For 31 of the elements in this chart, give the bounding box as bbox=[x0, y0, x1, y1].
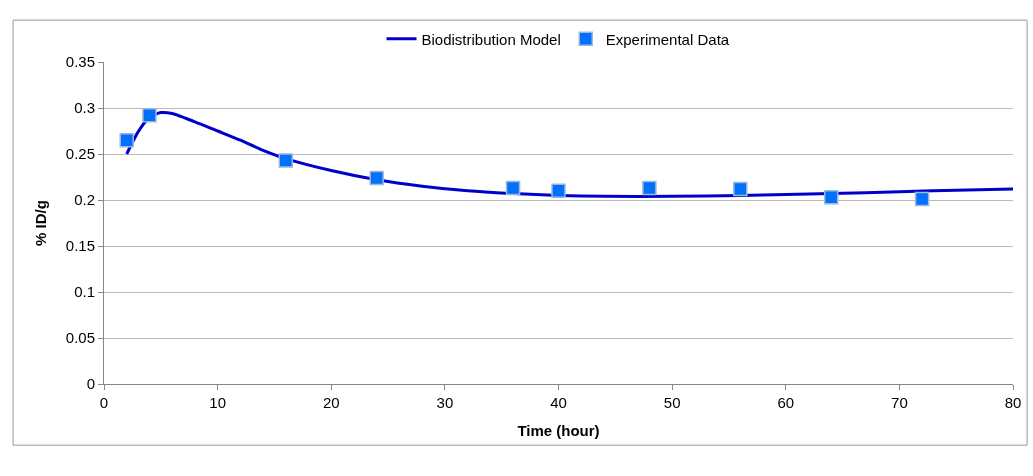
x-axis-title: Time (hour) bbox=[517, 422, 600, 439]
y-tick-label: 0.3 bbox=[74, 99, 95, 117]
point bbox=[119, 132, 134, 148]
x-tick-label: 10 bbox=[209, 394, 226, 411]
point bbox=[278, 153, 294, 168]
y-tick-label: 0.35 bbox=[65, 53, 95, 71]
point bbox=[505, 180, 521, 196]
point bbox=[823, 189, 839, 205]
x-tick-label: 70 bbox=[891, 394, 908, 411]
y-tick-label: 0.2 bbox=[74, 191, 95, 209]
x-tick-label: 0 bbox=[99, 394, 109, 411]
x-tick-label: 30 bbox=[436, 394, 454, 411]
point bbox=[551, 183, 566, 199]
x-tick-label: 50 bbox=[663, 394, 681, 411]
x-tick-label: 40 bbox=[550, 394, 567, 411]
x-tick-label: 60 bbox=[777, 394, 795, 411]
point bbox=[142, 108, 157, 123]
legend-label: Biodistribution Model bbox=[421, 30, 561, 48]
point bbox=[733, 181, 748, 197]
x-tick-label: 20 bbox=[322, 394, 340, 411]
legend-label: Experimental Data bbox=[605, 30, 730, 48]
y-tick-label: 0.1 bbox=[74, 283, 95, 301]
point bbox=[914, 191, 930, 207]
x-tick-label: 80 bbox=[1004, 394, 1022, 411]
y-tick-label: 0.15 bbox=[65, 237, 95, 255]
point bbox=[369, 170, 384, 186]
point bbox=[642, 180, 657, 196]
y-tick-label: 0.25 bbox=[65, 145, 95, 163]
y-tick-label: 0 bbox=[86, 375, 95, 393]
y-axis-title: % ID/g bbox=[32, 200, 50, 246]
y-tick-label: 0.05 bbox=[65, 329, 95, 347]
